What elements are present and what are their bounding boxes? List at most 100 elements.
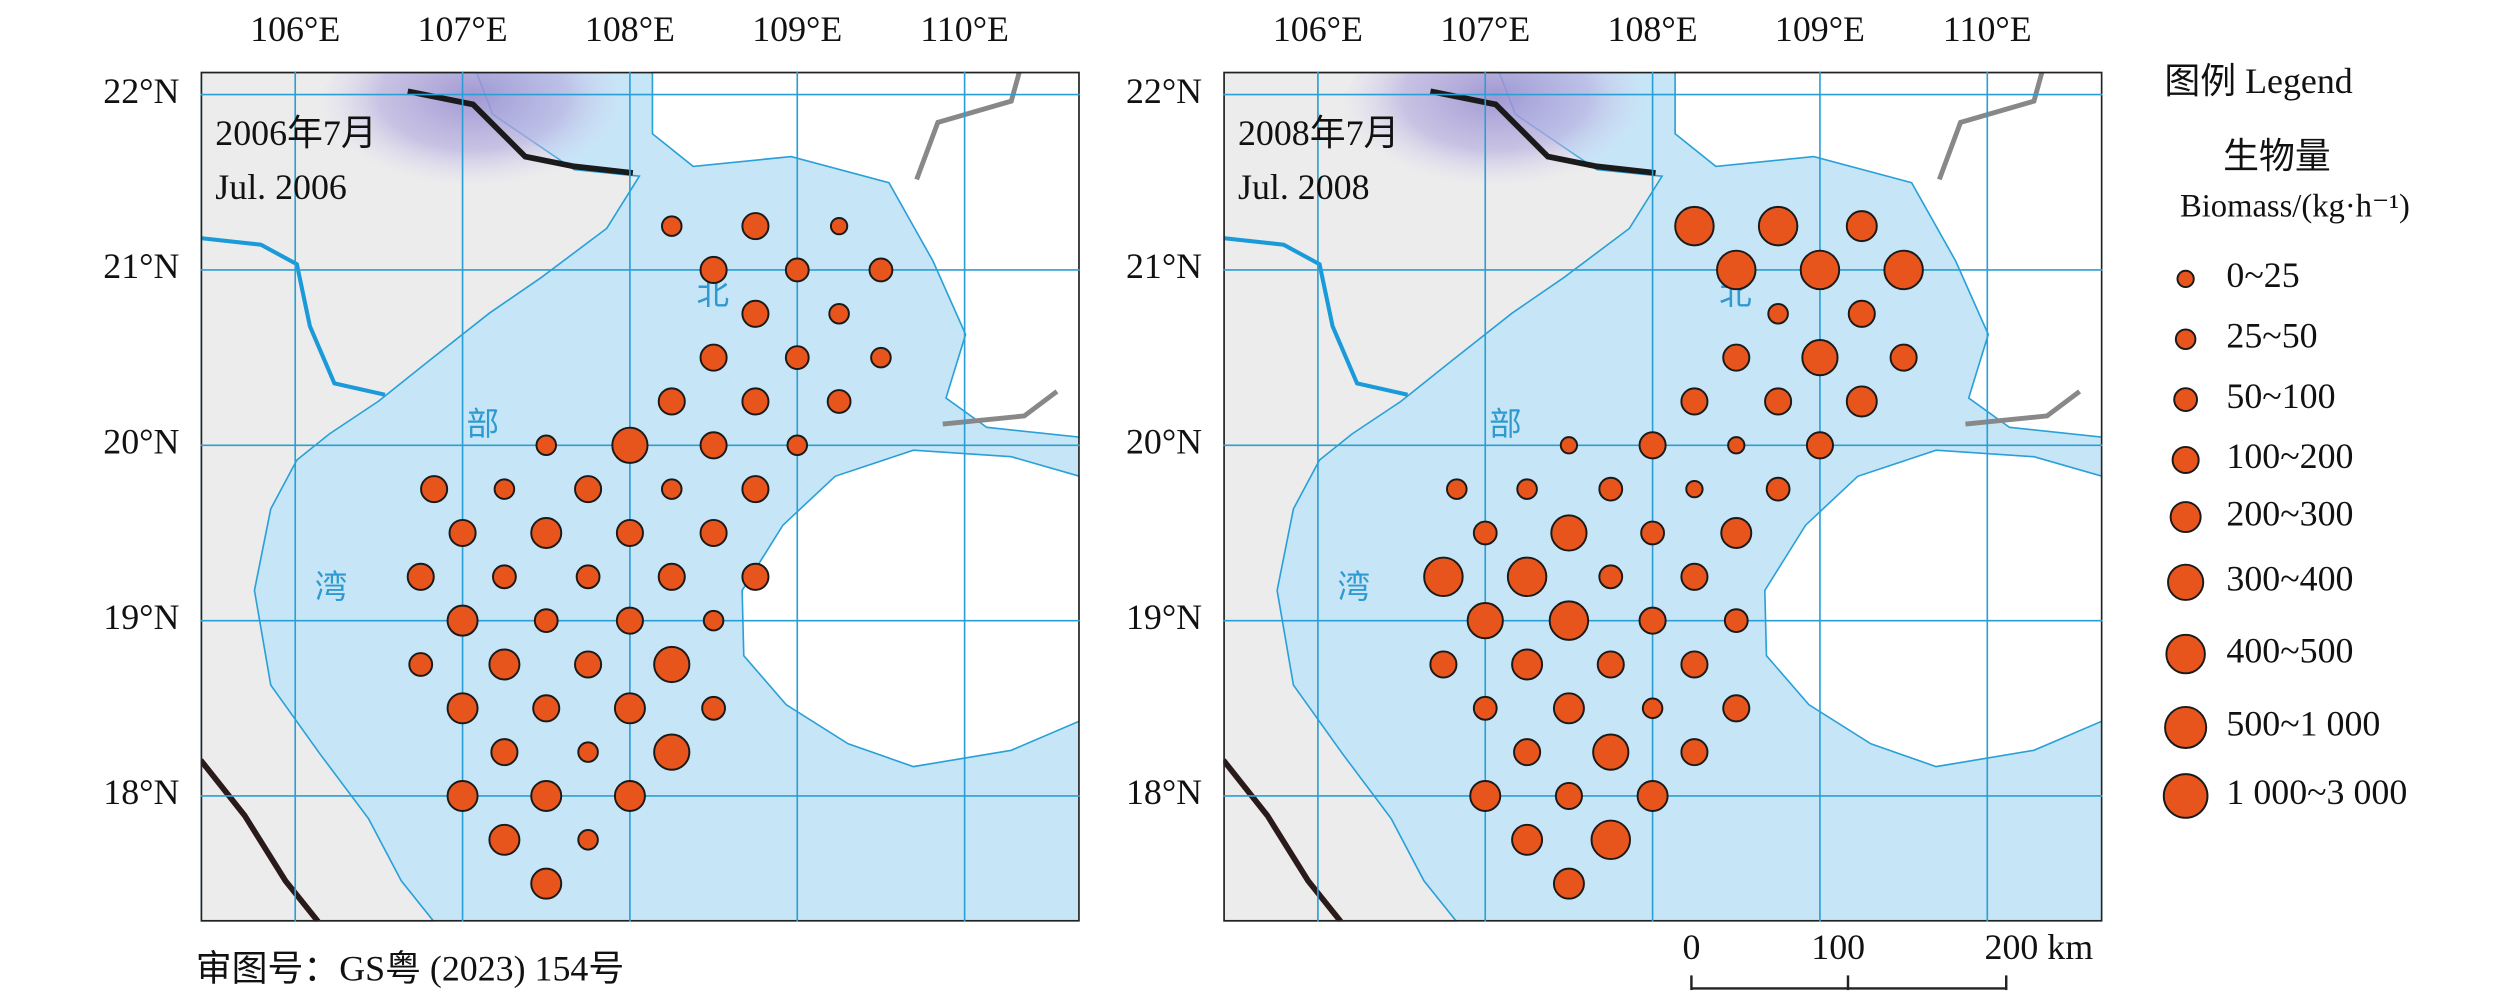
station-dot	[660, 478, 683, 500]
legend-label: 100~200	[2226, 436, 2353, 476]
station-dot	[741, 212, 770, 241]
station-dot	[490, 738, 519, 767]
station-dot	[1764, 387, 1793, 416]
station-dot	[1636, 779, 1669, 812]
station-dot	[1720, 516, 1753, 549]
station-dot	[1423, 556, 1464, 598]
station-dot	[1638, 431, 1667, 460]
lat-label: 18°N	[1126, 772, 1202, 812]
station-dot	[493, 478, 516, 500]
station-dot	[577, 829, 599, 851]
lon-label: 108°E	[1608, 9, 1698, 49]
station-dot	[408, 652, 434, 677]
station-dot	[615, 606, 644, 635]
sea-label: 部	[466, 406, 499, 443]
station-dot	[420, 475, 449, 504]
station-dot	[446, 604, 479, 637]
panel-title-en: Jul. 2006	[215, 167, 347, 207]
legend-dot	[2167, 563, 2205, 601]
station-dot	[1680, 738, 1709, 767]
station-dot	[1685, 479, 1704, 499]
station-dot	[488, 648, 521, 681]
station-dot	[741, 562, 770, 591]
station-dot	[1429, 650, 1458, 679]
station-dot	[613, 692, 646, 725]
legend-label: 400~500	[2226, 630, 2353, 670]
station-dot	[870, 346, 892, 369]
legend-label: 200~300	[2226, 493, 2353, 533]
station-dot	[1466, 602, 1504, 640]
station-dot	[1511, 648, 1544, 681]
station-dot	[535, 434, 558, 457]
station-dot	[660, 215, 683, 237]
station-dot	[702, 609, 725, 632]
station-dot	[741, 299, 770, 328]
station-dot	[868, 257, 894, 283]
station-dot	[613, 779, 646, 812]
station-dot	[1640, 520, 1665, 546]
station-dot	[1598, 476, 1624, 502]
station-dot	[1638, 606, 1667, 635]
station-dot	[699, 431, 728, 460]
station-dot	[1801, 339, 1839, 377]
station-dot	[699, 343, 728, 372]
station-dot	[532, 694, 561, 723]
station-dot	[1548, 600, 1590, 641]
station-dot	[1722, 343, 1751, 372]
lat-label: 21°N	[103, 246, 179, 286]
legend-label: 0~25	[2226, 255, 2299, 295]
station-dot	[1845, 385, 1878, 418]
station-dot	[530, 867, 563, 900]
station-dot	[784, 257, 810, 283]
station-dot	[826, 389, 852, 414]
station-dot	[1757, 205, 1799, 247]
station-dot	[1552, 867, 1585, 900]
station-dot	[574, 650, 603, 679]
approval-number: 审图号：GS粤 (2023) 154号	[196, 948, 625, 988]
station-dot	[741, 387, 770, 416]
sea-label: 湾	[1337, 569, 1370, 606]
station-dot	[530, 779, 563, 812]
station-dot	[1680, 650, 1709, 679]
station-dot	[1596, 650, 1625, 679]
scale-bar: 0 100 200 km	[1682, 927, 2093, 991]
station-dot	[533, 608, 559, 634]
lon-label: 108°E	[585, 9, 675, 49]
station-dot	[1516, 478, 1538, 500]
lat-label: 20°N	[103, 422, 179, 462]
station-dot	[574, 475, 603, 504]
station-dot	[1845, 210, 1878, 243]
lat-label: 19°N	[1126, 597, 1202, 637]
station-dot	[611, 426, 649, 464]
legend-dot	[2174, 328, 2197, 351]
scale-label: 100	[1811, 927, 1865, 967]
sea-label: 部	[1489, 406, 1522, 443]
station-dot	[1723, 608, 1749, 634]
station-dot	[577, 741, 599, 763]
station-dot	[1598, 564, 1624, 590]
scale-label: 0	[1682, 927, 1700, 967]
station-dot	[699, 255, 728, 284]
lat-label: 20°N	[1126, 422, 1202, 462]
legend-unit: Biomass/(kg·h⁻¹)	[2180, 188, 2410, 224]
lon-label: 106°E	[1273, 9, 1363, 49]
legend-dot	[2165, 633, 2206, 675]
station-dot	[1716, 249, 1757, 291]
station-dot	[1847, 299, 1876, 328]
lat-label: 21°N	[1126, 246, 1202, 286]
panel-title-cn: 2008年7月	[1238, 113, 1399, 153]
legend-label: 25~50	[2226, 316, 2317, 356]
legend-title: 图例 Legend	[2164, 61, 2352, 101]
station-dot	[1889, 343, 1918, 372]
station-dot	[1767, 303, 1789, 325]
station-dot	[699, 518, 728, 547]
lon-label: 107°E	[1440, 9, 1530, 49]
station-dot	[1506, 556, 1548, 598]
panel: 106°E 107°E 108°E 109°E 110°E 22°N 21°N 20°N 19°…	[103, 9, 1079, 922]
station-dot	[829, 216, 849, 236]
station-dot	[1472, 520, 1498, 546]
legend-label: 50~100	[2226, 376, 2335, 416]
station-dot	[653, 645, 691, 684]
station-dot	[784, 345, 810, 371]
